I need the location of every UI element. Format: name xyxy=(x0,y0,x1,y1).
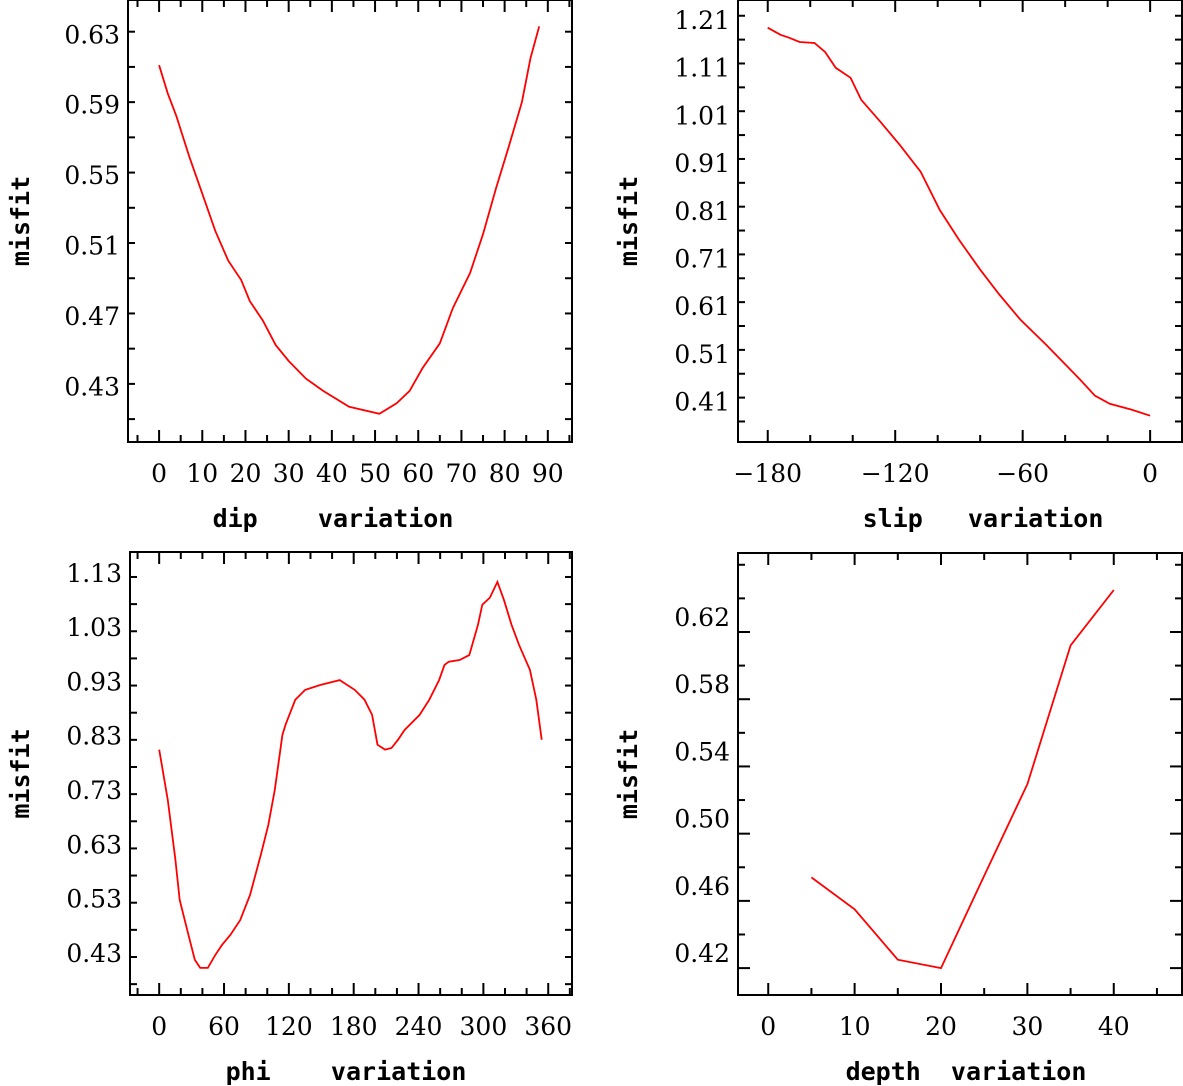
panel-1: 0 10 20 30 40 50 60 70 80 90 0.43 0.47 0.51 0.55 0.59 0… xyxy=(6,0,573,533)
panel-2: −180 −120 −60 0 0.41 0.51 0.61 0.71 0.81 0.91 1.01… xyxy=(614,0,1183,533)
x-tick-label: 90 xyxy=(532,459,564,488)
x-tick-label: 40 xyxy=(316,459,348,488)
x-tick-label: 50 xyxy=(359,459,391,488)
y-tick-label: 0.73 xyxy=(66,776,122,805)
panel-4: 0 10 20 30 40 0.42 0.46 0.50 0.54 0.58 0.62 depth v… xyxy=(614,552,1183,1086)
y-tick-label: 0.41 xyxy=(674,388,730,417)
y-tick-label: 0.53 xyxy=(66,885,122,914)
x-tick-label: 80 xyxy=(489,459,521,488)
y-tick-label: 0.63 xyxy=(64,20,120,49)
y-tick-label: 0.47 xyxy=(64,302,120,331)
y-tick-label: 0.43 xyxy=(64,372,120,401)
misfit-series-line xyxy=(158,579,543,969)
y-tick-label: 0.42 xyxy=(674,939,730,968)
x-tick-label: 300 xyxy=(460,1012,508,1041)
y-tick-label: 0.54 xyxy=(674,737,730,766)
x-tick-label: −120 xyxy=(861,459,930,488)
plot-frame xyxy=(127,0,573,443)
misfit-series-line xyxy=(158,26,541,415)
y-tick-label: 0.93 xyxy=(66,667,122,696)
y-axis-title: misfit xyxy=(614,729,643,819)
y-tick-label: 0.71 xyxy=(674,245,730,274)
x-tick-label: −180 xyxy=(733,459,802,488)
y-tick-label: 0.81 xyxy=(674,197,730,226)
x-tick-label: 20 xyxy=(925,1012,957,1041)
misfit-series-line xyxy=(767,26,1151,417)
x-tick-label: 60 xyxy=(208,1012,240,1041)
x-tick-label: 30 xyxy=(273,459,305,488)
x-tick-label: 240 xyxy=(395,1012,443,1041)
y-axis-title: misfit xyxy=(614,176,643,266)
x-tick-label: 0 xyxy=(151,459,167,488)
x-tick-label: 0 xyxy=(760,1012,776,1041)
x-tick-label: 0 xyxy=(151,1012,167,1041)
x-tick-label: 30 xyxy=(1011,1012,1043,1041)
x-tick-label: −60 xyxy=(996,459,1049,488)
y-tick-label: 0.61 xyxy=(674,292,730,321)
x-tick-label: 60 xyxy=(402,459,434,488)
x-tick-label: 20 xyxy=(230,459,262,488)
x-tick-label: 180 xyxy=(330,1012,378,1041)
y-tick-label: 0.51 xyxy=(64,232,120,261)
y-tick-label: 0.46 xyxy=(674,872,730,901)
y-tick-label: 0.59 xyxy=(64,91,120,120)
plot-frame xyxy=(129,551,573,996)
x-tick-label: 120 xyxy=(265,1012,313,1041)
y-tick-label: 1.13 xyxy=(66,559,122,588)
y-tick-label: 1.21 xyxy=(674,6,730,35)
plot-frame xyxy=(737,552,1183,996)
y-tick-label: 0.91 xyxy=(674,149,730,178)
panel-3: 0 60 120 180 240 300 360 0.43 0.53 0.63 0.73 0.83 0.… xyxy=(6,551,573,1086)
y-tick-label: 0.83 xyxy=(66,722,122,751)
y-tick-label: 0.62 xyxy=(674,603,730,632)
x-tick-label: 40 xyxy=(1098,1012,1130,1041)
x-tick-label: 0 xyxy=(1142,459,1158,488)
y-tick-label: 0.43 xyxy=(66,939,122,968)
x-tick-label: 10 xyxy=(186,459,218,488)
y-tick-label: 1.11 xyxy=(674,54,730,83)
y-tick-label: 0.63 xyxy=(66,830,122,859)
misfit-series-line xyxy=(810,589,1115,970)
x-axis-title: dip variation xyxy=(213,504,454,533)
y-tick-label: 0.51 xyxy=(674,340,730,369)
x-axis-title: slip variation xyxy=(863,504,1104,533)
x-tick-label: 70 xyxy=(446,459,478,488)
y-tick-label: 0.58 xyxy=(674,670,730,699)
x-axis-title: depth variation xyxy=(846,1057,1087,1086)
x-tick-label: 360 xyxy=(524,1012,572,1041)
y-axis-title: misfit xyxy=(6,176,35,266)
y-tick-label: 1.03 xyxy=(66,613,122,642)
y-tick-label: 1.01 xyxy=(674,101,730,130)
plot-frame xyxy=(737,0,1183,443)
x-axis-title: phi variation xyxy=(226,1057,467,1086)
x-tick-label: 10 xyxy=(839,1012,871,1041)
y-tick-label: 0.55 xyxy=(64,161,120,190)
y-tick-label: 0.50 xyxy=(674,805,730,834)
y-axis-title: misfit xyxy=(6,728,35,818)
